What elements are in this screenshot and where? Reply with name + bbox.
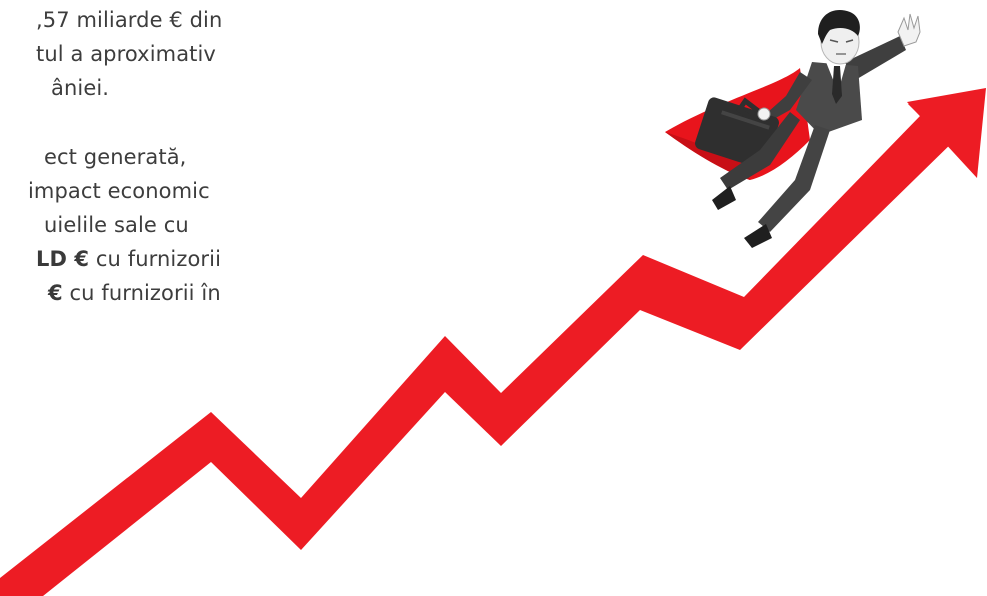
amount-bold-1: LD € bbox=[36, 247, 90, 271]
paragraph2-line-4: LD € cu furnizorii bbox=[0, 242, 300, 276]
paragraph2-line-1: ect generată, bbox=[44, 145, 187, 169]
paragraph-indirect-impact: ect generată, impact economic uielile sa… bbox=[0, 140, 300, 310]
text-block: ,57 miliarde € din tul a aproximativ âni… bbox=[0, 0, 300, 420]
arrow-head bbox=[907, 88, 986, 178]
leg-right bbox=[758, 125, 830, 232]
amount-bold-2: € bbox=[48, 281, 63, 305]
torso bbox=[796, 62, 862, 135]
arrow-body bbox=[0, 90, 985, 596]
paragraph1-line-1: ,57 miliarde € din bbox=[36, 8, 223, 32]
leg-left bbox=[720, 112, 800, 190]
paragraph2-line-3: uielile sale cu bbox=[44, 213, 189, 237]
paragraph1-line-3: âniei. bbox=[51, 76, 110, 100]
businessman-superhero-icon bbox=[665, 10, 921, 248]
paragraph-economic-contribution: ,57 miliarde € din tul a aproximativ âni… bbox=[0, 0, 300, 105]
head bbox=[818, 10, 860, 65]
paragraph2-line-5-rest: cu furnizorii în bbox=[62, 281, 221, 305]
growth-arrow-icon bbox=[0, 88, 986, 596]
paragraph2-line-4-rest: cu furnizorii bbox=[89, 247, 222, 271]
paragraph2-line-5: € cu furnizorii în bbox=[0, 276, 300, 310]
hand-raised bbox=[897, 13, 921, 47]
paragraph2-line-2: impact economic bbox=[28, 179, 210, 203]
paragraph1-line-2: tul a aproximativ bbox=[36, 42, 216, 66]
